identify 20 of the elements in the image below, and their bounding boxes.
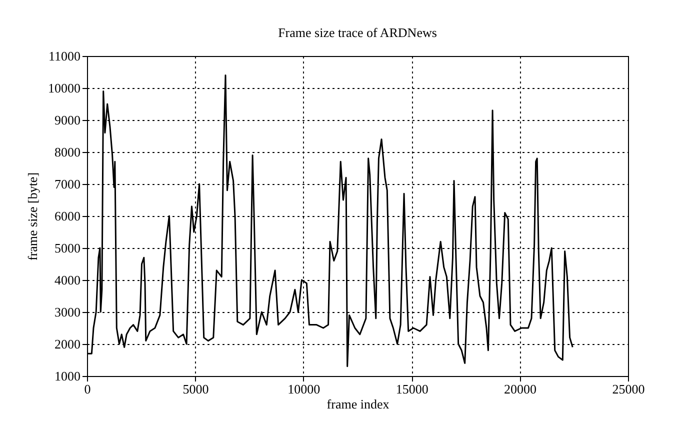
y-tick-label: 5000: [54, 240, 80, 256]
y-tick-label: 11000: [48, 48, 80, 64]
y-tick-label: 7000: [54, 176, 80, 192]
y-tick-label: 10000: [48, 80, 80, 96]
x-tick-label: 25000: [612, 382, 645, 396]
x-axis-title: frame index: [326, 396, 390, 412]
y-tick-label: 2000: [54, 336, 80, 352]
y-tick-label: 6000: [54, 208, 80, 224]
x-tick-label: 15000: [396, 382, 428, 396]
x-tick-label: 10000: [288, 382, 320, 396]
y-tick-label: 9000: [54, 112, 80, 128]
chart-title: Frame size trace of ARDNews: [278, 25, 437, 40]
y-tick-label: 3000: [54, 304, 80, 320]
x-tick-label: 5000: [182, 382, 209, 396]
y-tick-label: 1000: [54, 368, 80, 384]
x-tick-label: 0: [84, 382, 91, 396]
y-tick-label: 4000: [54, 272, 80, 288]
x-tick-label: 20000: [504, 382, 537, 396]
y-axis-title: frame size [byte]: [25, 172, 40, 261]
y-tick-label: 8000: [54, 144, 80, 160]
